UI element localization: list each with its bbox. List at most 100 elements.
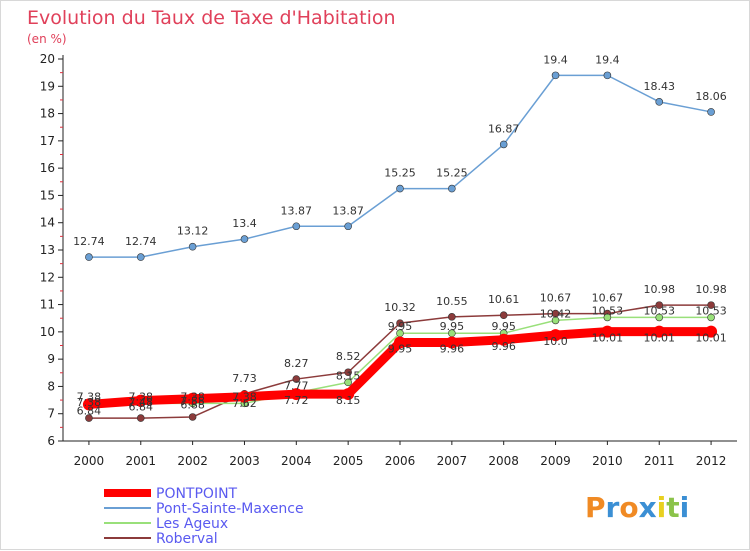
- brand-letter: t: [666, 491, 679, 524]
- data-label: 7.38: [232, 390, 257, 403]
- data-point-pont-sainte-maxence: [551, 71, 560, 80]
- data-point-roberval: [344, 368, 352, 377]
- x-tick-label: 2007: [437, 454, 468, 468]
- chart-subtitle: (en %): [27, 32, 67, 46]
- y-tick-label: 13: [40, 243, 55, 257]
- y-tick-label: 10: [40, 325, 55, 339]
- data-point-pont-sainte-maxence: [655, 98, 664, 106]
- x-tick-label: 2010: [592, 454, 623, 468]
- data-point-les-ageux: [551, 316, 560, 325]
- y-tick-label: 20: [40, 52, 55, 66]
- data-label: 12.74: [73, 235, 105, 248]
- data-label: 9.95: [388, 342, 413, 355]
- data-label: 13.4: [232, 217, 257, 230]
- data-point-pontpoint: [134, 394, 147, 407]
- x-tick-label: 2000: [74, 454, 105, 468]
- data-point-les-ageux: [603, 313, 612, 322]
- brand-letter: i: [680, 491, 690, 524]
- data-point-pontpoint: [186, 392, 199, 405]
- data-point-les-ageux: [707, 313, 715, 322]
- data-label: 6.84: [77, 404, 102, 417]
- data-label: 10.55: [436, 295, 468, 308]
- data-point-roberval: [292, 375, 301, 383]
- data-label: 18.43: [643, 80, 675, 93]
- data-label: 10.67: [592, 292, 624, 305]
- data-point-pontpoint: [394, 336, 406, 349]
- brand-letter: i: [657, 491, 667, 524]
- data-point-pontpoint: [445, 336, 458, 349]
- data-point-pont-sainte-maxence: [448, 184, 456, 193]
- x-tick-label: 2001: [125, 454, 156, 468]
- data-label: 7.55: [180, 395, 205, 408]
- y-tick-label: 17: [40, 134, 55, 148]
- y-tick-label: 19: [40, 79, 55, 93]
- data-point-pontpoint: [342, 388, 355, 401]
- data-point-pont-sainte-maxence: [136, 253, 145, 261]
- legend-label: Roberval: [156, 531, 218, 547]
- data-point-pontpoint: [705, 325, 718, 338]
- proxiti-logo: Proxiti: [585, 491, 689, 524]
- data-label: 13.12: [177, 225, 209, 238]
- legend-label: PONTPOINT: [156, 486, 238, 502]
- y-tick-label: 18: [40, 107, 55, 121]
- data-point-pontpoint: [653, 325, 666, 338]
- data-point-pontpoint: [82, 398, 95, 411]
- x-tick-label: 2009: [540, 454, 571, 468]
- data-label: 8.15: [336, 394, 361, 407]
- data-point-roberval: [85, 414, 93, 422]
- data-label: 9.95: [388, 320, 413, 333]
- data-point-roberval: [655, 301, 664, 309]
- data-label: 8.15: [336, 369, 361, 382]
- data-point-pont-sainte-maxence: [188, 242, 197, 251]
- data-label: 7.38: [77, 396, 102, 409]
- data-point-pontpoint: [238, 390, 251, 403]
- series-layer: [82, 71, 718, 422]
- data-point-roberval: [136, 414, 145, 422]
- data-label: 10.01: [643, 332, 675, 345]
- legend-label: Les Ageux: [156, 516, 228, 532]
- x-tick-label: 2003: [229, 454, 260, 468]
- data-label: 19.4: [543, 53, 568, 66]
- y-tick-label: 8: [47, 379, 55, 393]
- data-point-pontpoint: [601, 325, 614, 338]
- y-tick-label: 15: [40, 188, 55, 202]
- x-tick-label: 2011: [644, 454, 675, 468]
- data-label: 10.61: [488, 293, 520, 306]
- data-label: 7.77: [284, 380, 309, 393]
- y-tick-label: 14: [40, 216, 55, 230]
- data-label: 10.01: [592, 332, 624, 345]
- data-point-roberval: [396, 319, 404, 327]
- data-point-pontpoint: [549, 329, 562, 342]
- data-label: 10.67: [540, 292, 572, 305]
- data-label: 18.06: [695, 90, 727, 103]
- data-label: 10.53: [695, 304, 727, 317]
- y-tick-label: 16: [40, 161, 55, 175]
- x-tick-label: 2002: [177, 454, 208, 468]
- data-label: 13.87: [332, 204, 364, 217]
- data-point-pontpoint: [497, 333, 510, 346]
- x-tick-label: 2008: [488, 454, 519, 468]
- data-label: 7.38: [129, 390, 154, 403]
- y-tick-label: 7: [47, 407, 55, 421]
- data-label: 6.84: [129, 401, 154, 414]
- data-label: 8.27: [284, 357, 309, 370]
- data-point-les-ageux: [655, 313, 664, 322]
- y-tick-label: 9: [47, 352, 55, 366]
- brand-letter: P: [585, 491, 606, 524]
- data-label: 13.87: [281, 204, 313, 217]
- data-point-roberval: [707, 301, 715, 309]
- data-label: 9.95: [440, 320, 465, 333]
- data-point-roberval: [448, 313, 456, 321]
- data-labels: 12.74 12.74 13.12 13.4 13.87 13.87 15.25 15.25 1…: [73, 53, 727, 417]
- data-label: 7.48: [129, 396, 154, 409]
- data-label: 7.73: [232, 372, 257, 385]
- data-point-pont-sainte-maxence: [240, 235, 249, 243]
- data-label: 10.53: [592, 304, 624, 317]
- data-point-pontpoint: [290, 388, 303, 401]
- axes: 6 7 8 9 10 11 12 13 14 15 16 17 18 19 20 2000 2001 2002 20…: [40, 52, 737, 468]
- data-point-les-ageux: [344, 378, 352, 387]
- brand-letter: x: [639, 491, 657, 524]
